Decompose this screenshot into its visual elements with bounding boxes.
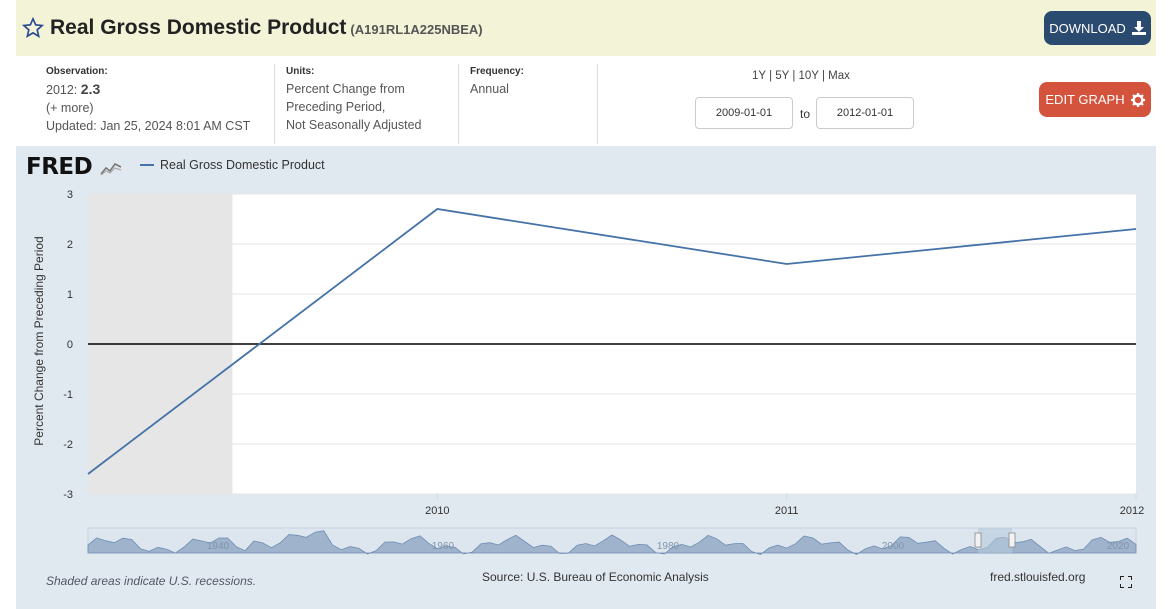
site-link[interactable]: fred.stlouisfed.org — [990, 570, 1086, 584]
range-links: 1Y | 5Y | 10Y | Max — [752, 70, 850, 82]
units-line: Percent Change from — [286, 82, 405, 96]
more-link[interactable]: (+ more) — [46, 101, 94, 115]
navigator-window[interactable] — [978, 528, 1012, 553]
recession-note: Shaded areas indicate U.S. recessions. — [46, 574, 257, 588]
y-tick-label: -1 — [63, 389, 73, 401]
observation-date: 2012: — [46, 83, 78, 97]
source-text: Source: U.S. Bureau of Economic Analysis — [482, 570, 709, 584]
divider — [274, 64, 275, 144]
y-tick-label: 0 — [67, 339, 73, 351]
navigator-handle[interactable] — [974, 532, 982, 548]
line-chart[interactable]: Percent Change from Preceding Period 3 2 1… — [16, 146, 1156, 556]
series-line[interactable] — [87, 208, 1137, 475]
y-tick-label: 2 — [67, 239, 73, 251]
navigator-label: 1980 — [657, 541, 680, 552]
units-label: Units: — [286, 66, 315, 77]
to-label: to — [800, 107, 811, 121]
gear-icon — [1130, 92, 1145, 107]
navigator-handle[interactable] — [1008, 532, 1016, 548]
fullscreen-icon[interactable] — [1120, 576, 1132, 588]
range-separator: | — [769, 70, 776, 82]
download-icon — [1131, 21, 1146, 35]
series-meta: Observation: 2012: 2.3 (+ more) Updated:… — [16, 56, 1156, 146]
range-10y[interactable]: 10Y — [798, 70, 819, 82]
updated-text: Updated: Jan 25, 2024 8:01 AM CST — [46, 119, 251, 133]
fred-logo: FRED — [26, 154, 122, 180]
divider — [597, 64, 598, 144]
series-header: Real Gross Domestic Product (A191RL1A225N… — [16, 0, 1156, 56]
x-tick-label: 2012 — [1120, 505, 1144, 517]
observation-value: 2.3 — [80, 81, 101, 97]
units-block: Units: Percent Change from Preceding Per… — [286, 66, 422, 134]
units-line: Preceding Period, — [286, 100, 386, 114]
y-tick-label: 3 — [67, 189, 73, 201]
range-5y[interactable]: 5Y — [775, 70, 790, 82]
navigator-label: 2020 — [1107, 541, 1130, 552]
y-tick-label: -2 — [63, 439, 73, 451]
range-max[interactable]: Max — [828, 70, 850, 82]
x-tick-label: 2011 — [775, 505, 799, 517]
chart-legend[interactable]: Real Gross Domestic Product — [140, 158, 325, 172]
x-tick-label: 2010 — [425, 505, 449, 517]
download-button[interactable]: DOWNLOAD — [1044, 11, 1151, 45]
navigator-series — [87, 530, 1137, 555]
start-date-input[interactable]: 2009-01-01 — [695, 97, 793, 129]
star-outline-icon[interactable] — [22, 17, 44, 39]
navigator-label: 1960 — [432, 541, 455, 552]
download-label: DOWNLOAD — [1049, 20, 1126, 36]
range-separator: | — [792, 70, 799, 82]
range-1y[interactable]: 1Y — [752, 70, 766, 82]
units-line: Not Seasonally Adjusted — [286, 118, 422, 132]
frequency-block: Frequency: Annual — [470, 66, 524, 98]
edit-graph-label: EDIT GRAPH — [1045, 92, 1125, 107]
navigator-label: 2000 — [882, 541, 905, 552]
legend-swatch — [140, 164, 154, 166]
frequency-label: Frequency: — [470, 66, 524, 77]
y-axis-label: Percent Change from Preceding Period — [32, 236, 46, 445]
series-id: (A191RL1A225NBEA) — [350, 22, 483, 37]
y-tick-label: -3 — [63, 489, 73, 501]
divider — [458, 64, 459, 144]
legend-label: Real Gross Domestic Product — [160, 158, 325, 172]
fred-logo-text: FRED — [26, 154, 93, 180]
frequency-value: Annual — [470, 82, 509, 96]
observation-label: Observation: — [46, 66, 108, 77]
navigator-label: 1940 — [207, 541, 230, 552]
fred-chart-icon — [100, 162, 122, 175]
series-title: Real Gross Domestic Product — [50, 16, 347, 39]
end-date-input[interactable]: 2012-01-01 — [816, 97, 914, 129]
edit-graph-button[interactable]: EDIT GRAPH — [1039, 82, 1151, 117]
y-tick-label: 1 — [67, 289, 73, 301]
range-separator: | — [821, 70, 829, 82]
page-title: Real Gross Domestic Product (A191RL1A225N… — [50, 16, 483, 40]
observation-block: Observation: 2012: 2.3 (+ more) Updated:… — [46, 66, 250, 135]
chart-panel: FRED Real Gross Domestic Product Percent… — [16, 146, 1156, 609]
